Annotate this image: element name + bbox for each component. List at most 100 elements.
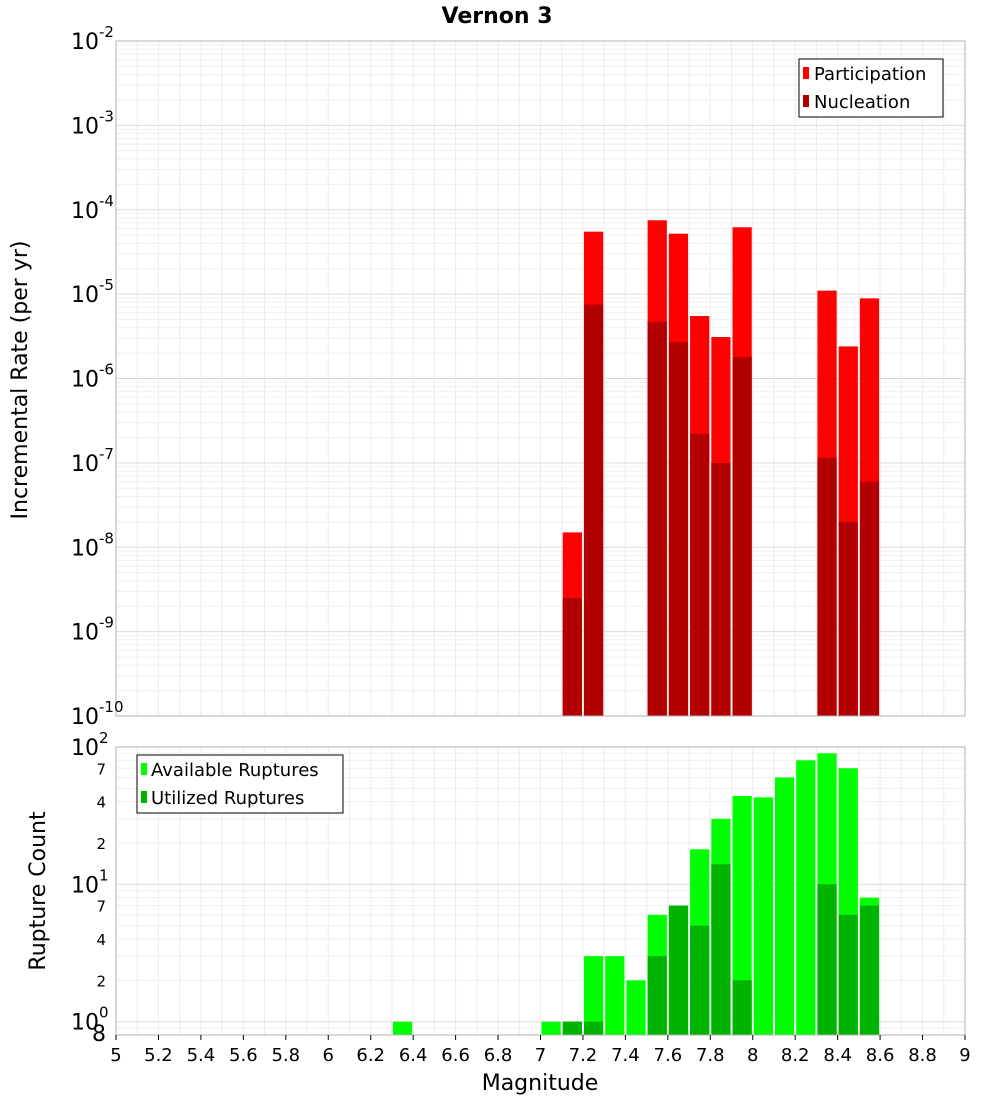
tick-base: 10 <box>71 536 99 561</box>
count-y-minor-tick-label: 7 <box>96 760 106 778</box>
count-utilized-ruptures-bar <box>583 1021 604 1035</box>
x-axis-label: Magnitude <box>482 1071 599 1096</box>
x-tick-label: 8 <box>747 1045 758 1066</box>
x-tick-label: 9 <box>959 1045 970 1066</box>
rate-gridlines <box>115 40 966 717</box>
x-tick-label: 6 <box>323 1045 334 1066</box>
participation-legend-label: Participation <box>814 64 926 85</box>
x-tick-label: 6.2 <box>356 1045 385 1066</box>
x-tick-label: 6.4 <box>399 1045 428 1066</box>
rate-y-tick-label: 10-3 <box>71 107 114 139</box>
count-y-minor-tick-label: 7 <box>96 898 106 916</box>
rate-nucleation-bar <box>583 304 604 716</box>
count-y-minor-tick-label: 2 <box>96 835 106 853</box>
nucleation-legend-swatch <box>803 95 809 107</box>
tick-base: 10 <box>71 114 99 139</box>
x-tick-label: 7 <box>535 1045 546 1066</box>
rate-nucleation-bar <box>647 321 667 716</box>
rate-nucleation-bar <box>859 481 880 716</box>
count-y-minor-tick-label: 8 <box>92 1022 106 1047</box>
count-available-ruptures-bar <box>583 956 604 1035</box>
x-tick-label: 7.2 <box>569 1045 598 1066</box>
rate-nucleation-bar <box>732 356 752 716</box>
tick-exponent: 1 <box>99 866 109 884</box>
tick-base: 10 <box>71 199 99 224</box>
count-utilized-ruptures-bar <box>647 956 667 1035</box>
tick-base: 10 <box>71 368 99 393</box>
count-available-ruptures-bar <box>753 797 773 1035</box>
count-legend: Available Ruptures Utilized Ruptures <box>136 754 344 814</box>
count-utilized-ruptures-bar <box>817 884 837 1035</box>
x-tick-label: 8.8 <box>908 1045 937 1066</box>
x-tick-label: 7.8 <box>696 1045 725 1066</box>
rate-y-tick-label: 10-4 <box>71 192 114 224</box>
chart-title: Vernon 3 <box>442 4 553 29</box>
rate-y-tick-label: 10-10 <box>71 698 124 730</box>
tick-exponent: -7 <box>99 445 114 463</box>
count-utilized-ruptures-bar <box>838 914 858 1035</box>
utilized-legend-swatch <box>141 791 147 803</box>
count-utilized-ruptures-bar <box>562 1021 582 1035</box>
rate-plot-border <box>115 40 966 717</box>
x-tick-label: 5.4 <box>187 1045 216 1066</box>
participation-legend-swatch <box>803 67 809 79</box>
count-utilized-ruptures-bar <box>859 905 880 1035</box>
count-legend-box <box>136 754 344 814</box>
count-utilized-ruptures-bar <box>668 905 689 1035</box>
x-tick-label: 8.2 <box>781 1045 810 1066</box>
rate-nucleation-bar <box>562 598 582 716</box>
count-y-minor-tick-label: 2 <box>96 972 106 990</box>
rate-y-tick-label: 10-5 <box>71 276 114 308</box>
x-tick-label: 5 <box>110 1045 121 1066</box>
rate-y-tick-label: 10-8 <box>71 529 114 561</box>
count-available-ruptures-bar <box>605 956 625 1035</box>
tick-exponent: -10 <box>99 698 124 716</box>
count-y-axis-label: Rupture Count <box>26 811 51 971</box>
available-legend-swatch <box>141 763 147 775</box>
rate-legend: Participation Nucleation <box>798 58 944 118</box>
x-tick-label: 8.6 <box>866 1045 895 1066</box>
x-tick-label: 7.6 <box>654 1045 683 1066</box>
nucleation-legend-label: Nucleation <box>814 92 910 113</box>
tick-base: 10 <box>71 283 99 308</box>
rate-y-tick-label: 10-7 <box>71 445 114 477</box>
x-tick-label: 6.6 <box>441 1045 470 1066</box>
tick-exponent: 2 <box>99 729 109 747</box>
utilized-legend-label: Utilized Ruptures <box>151 788 304 809</box>
tick-exponent: -9 <box>99 614 114 632</box>
count-available-ruptures-bar <box>732 795 752 1035</box>
tick-exponent: -3 <box>99 107 114 125</box>
rate-y-tick-label: 10-2 <box>71 23 114 55</box>
tick-base: 10 <box>71 736 99 761</box>
tick-base: 10 <box>71 30 99 55</box>
tick-base: 10 <box>71 1011 99 1036</box>
tick-exponent: 0 <box>99 1004 109 1022</box>
rate-nucleation-bar <box>690 433 710 716</box>
count-utilized-ruptures-bar <box>732 980 752 1035</box>
count-y-tick-label: 101 <box>71 866 109 898</box>
tick-base: 10 <box>71 621 99 646</box>
count-y-minor-tick-label: 4 <box>96 931 106 949</box>
x-ticks: 5 5.2 5.4 5.6 5.8 6 6.2 6.4 6.6 6.8 7 7.2 7.4 7.6 7.8 8… <box>110 1035 971 1066</box>
tick-base: 10 <box>71 452 99 477</box>
tick-exponent: -2 <box>99 23 114 41</box>
rate-bars <box>562 220 880 717</box>
count-available-ruptures-bar <box>796 760 816 1035</box>
count-utilized-ruptures-bar <box>690 925 710 1035</box>
count-available-ruptures-bar <box>774 777 795 1035</box>
x-tick-label: 7.4 <box>611 1045 640 1066</box>
count-y-minor-tick-label: 4 <box>96 794 106 812</box>
rate-nucleation-bar <box>838 521 858 716</box>
x-tick-label: 5.2 <box>144 1045 173 1066</box>
count-utilized-ruptures-bar <box>711 864 731 1035</box>
tick-exponent: -8 <box>99 529 114 547</box>
rate-y-tick-label: 10-9 <box>71 614 114 646</box>
x-tick-label: 5.6 <box>229 1045 258 1066</box>
count-available-ruptures-bar <box>626 980 646 1035</box>
rate-legend-box <box>798 58 944 118</box>
tick-exponent: -4 <box>99 192 114 210</box>
